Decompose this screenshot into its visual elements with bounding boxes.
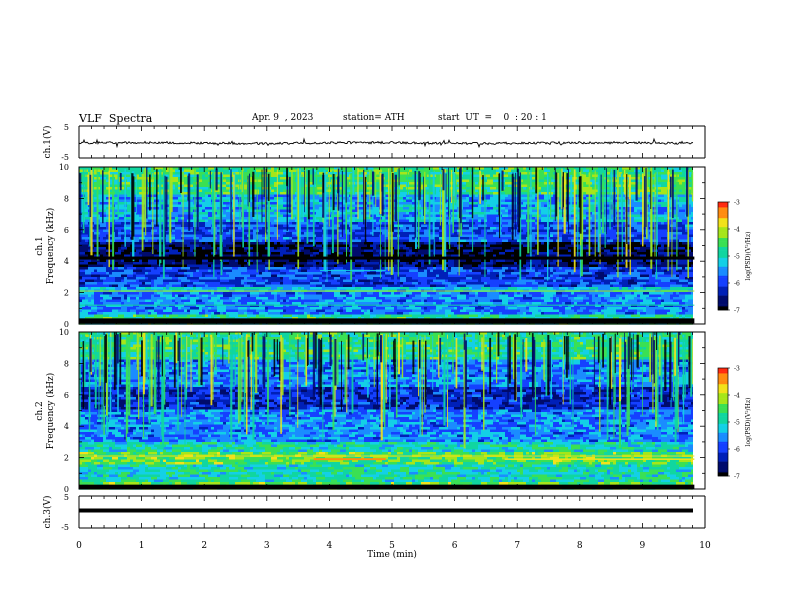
frequency-tick-label: 8 [64, 194, 69, 203]
colorbar-tick-label: -4 [734, 393, 740, 400]
time-tick-label: 2 [201, 541, 207, 551]
frequency-tick-label: 8 [64, 359, 69, 368]
time-tick-label: 3 [264, 541, 270, 551]
colorbar-tick-label: -5 [734, 254, 740, 261]
ch1-ytick-bottom: -5 [61, 153, 69, 162]
time-tick-label: 10 [699, 541, 711, 551]
frequency-tick-label: 10 [59, 163, 69, 172]
ch1-spec-channel-label: ch.1 [35, 236, 45, 255]
time-axis-tick-labels: 0 1 2 3 4 5 6 7 8 9 10 [76, 541, 711, 551]
ch3-ylabel: ch.3(V) [42, 496, 53, 529]
colorbar-tick-label: -6 [734, 447, 740, 454]
ch1-ylabel: ch.1(V) [42, 126, 53, 159]
frequency-tick-label: 6 [64, 226, 69, 235]
ch1-waveform-panel: 5 -5 ch.1(V) [42, 123, 706, 162]
time-tick-label: 6 [452, 541, 458, 551]
frequency-tick-label: 2 [64, 454, 69, 463]
ch2-spec-channel-label: ch.2 [35, 401, 45, 420]
colorbar-tick-label: -4 [734, 227, 740, 234]
colorbar-tick-label: -5 [734, 420, 740, 427]
ch2-spectrogram-panel: 0 2 4 6 8 10 ch.2 Frequency (kHz) [35, 328, 706, 494]
ch1-spectrogram-image [79, 167, 695, 325]
time-tick-label: 0 [76, 541, 82, 551]
ch3-ytick-bottom: -5 [61, 523, 69, 532]
ch2-colorbar: -3 -4 -5 -6 -7 log(PSD)(V²/Hz) [717, 366, 752, 481]
date-label: Apr. 9 , 2023 [252, 113, 314, 123]
ch1-spec-ylabel: Frequency (kHz) [45, 208, 56, 285]
ch1-ytick-top: 5 [64, 123, 69, 132]
ch3-waveform-panel: 5 -5 ch.3(V) 0 1 2 3 4 5 6 7 8 9 10 Time (min) [42, 493, 711, 560]
time-tick-label: 8 [577, 541, 583, 551]
ch2-spectrogram-image [79, 332, 695, 490]
ch1-colorbar: -3 -4 -5 -6 -7 log(PSD)(V²/Hz) [717, 200, 752, 315]
frequency-tick-label: 4 [64, 422, 69, 431]
time-axis-label: Time (min) [367, 549, 417, 560]
start-time-label: start UT = 0 : 20 : 1 [438, 113, 547, 123]
ch2-spec-ylabel: Frequency (kHz) [45, 373, 56, 450]
frequency-tick-label: 10 [59, 328, 69, 337]
colorbar-tick-label: -3 [734, 200, 740, 207]
colorbar-label: log(PSD)(V²/Hz) [745, 232, 752, 281]
time-tick-label: 9 [640, 541, 646, 551]
ch3-ytick-top: 5 [64, 493, 69, 502]
colorbar-label: log(PSD)(V²/Hz) [745, 398, 752, 447]
station-label: station= ATH [343, 113, 405, 123]
frequency-tick-label: 4 [64, 257, 69, 266]
figure-title: VLF Spectra [79, 112, 153, 125]
frequency-tick-label: 6 [64, 391, 69, 400]
time-tick-label: 5 [389, 541, 395, 551]
frequency-tick-label: 2 [64, 289, 69, 298]
colorbar-tick-label: -7 [734, 308, 740, 315]
frequency-tick-label: 0 [64, 320, 69, 329]
ch3-waveform-line [79, 508, 693, 513]
time-tick-label: 4 [327, 541, 333, 551]
ch1-waveform-line [78, 137, 694, 149]
colorbar-tick-label: -3 [734, 366, 740, 373]
time-tick-label: 7 [514, 541, 520, 551]
colorbar-tick-label: -6 [734, 281, 740, 288]
ch1-spectrogram-panel: 0 2 4 6 8 10 ch.1 Frequency (kHz) [35, 163, 706, 329]
time-tick-label: 1 [139, 541, 145, 551]
colorbar-tick-label: -7 [734, 474, 740, 481]
frequency-tick-label: 0 [64, 485, 69, 494]
